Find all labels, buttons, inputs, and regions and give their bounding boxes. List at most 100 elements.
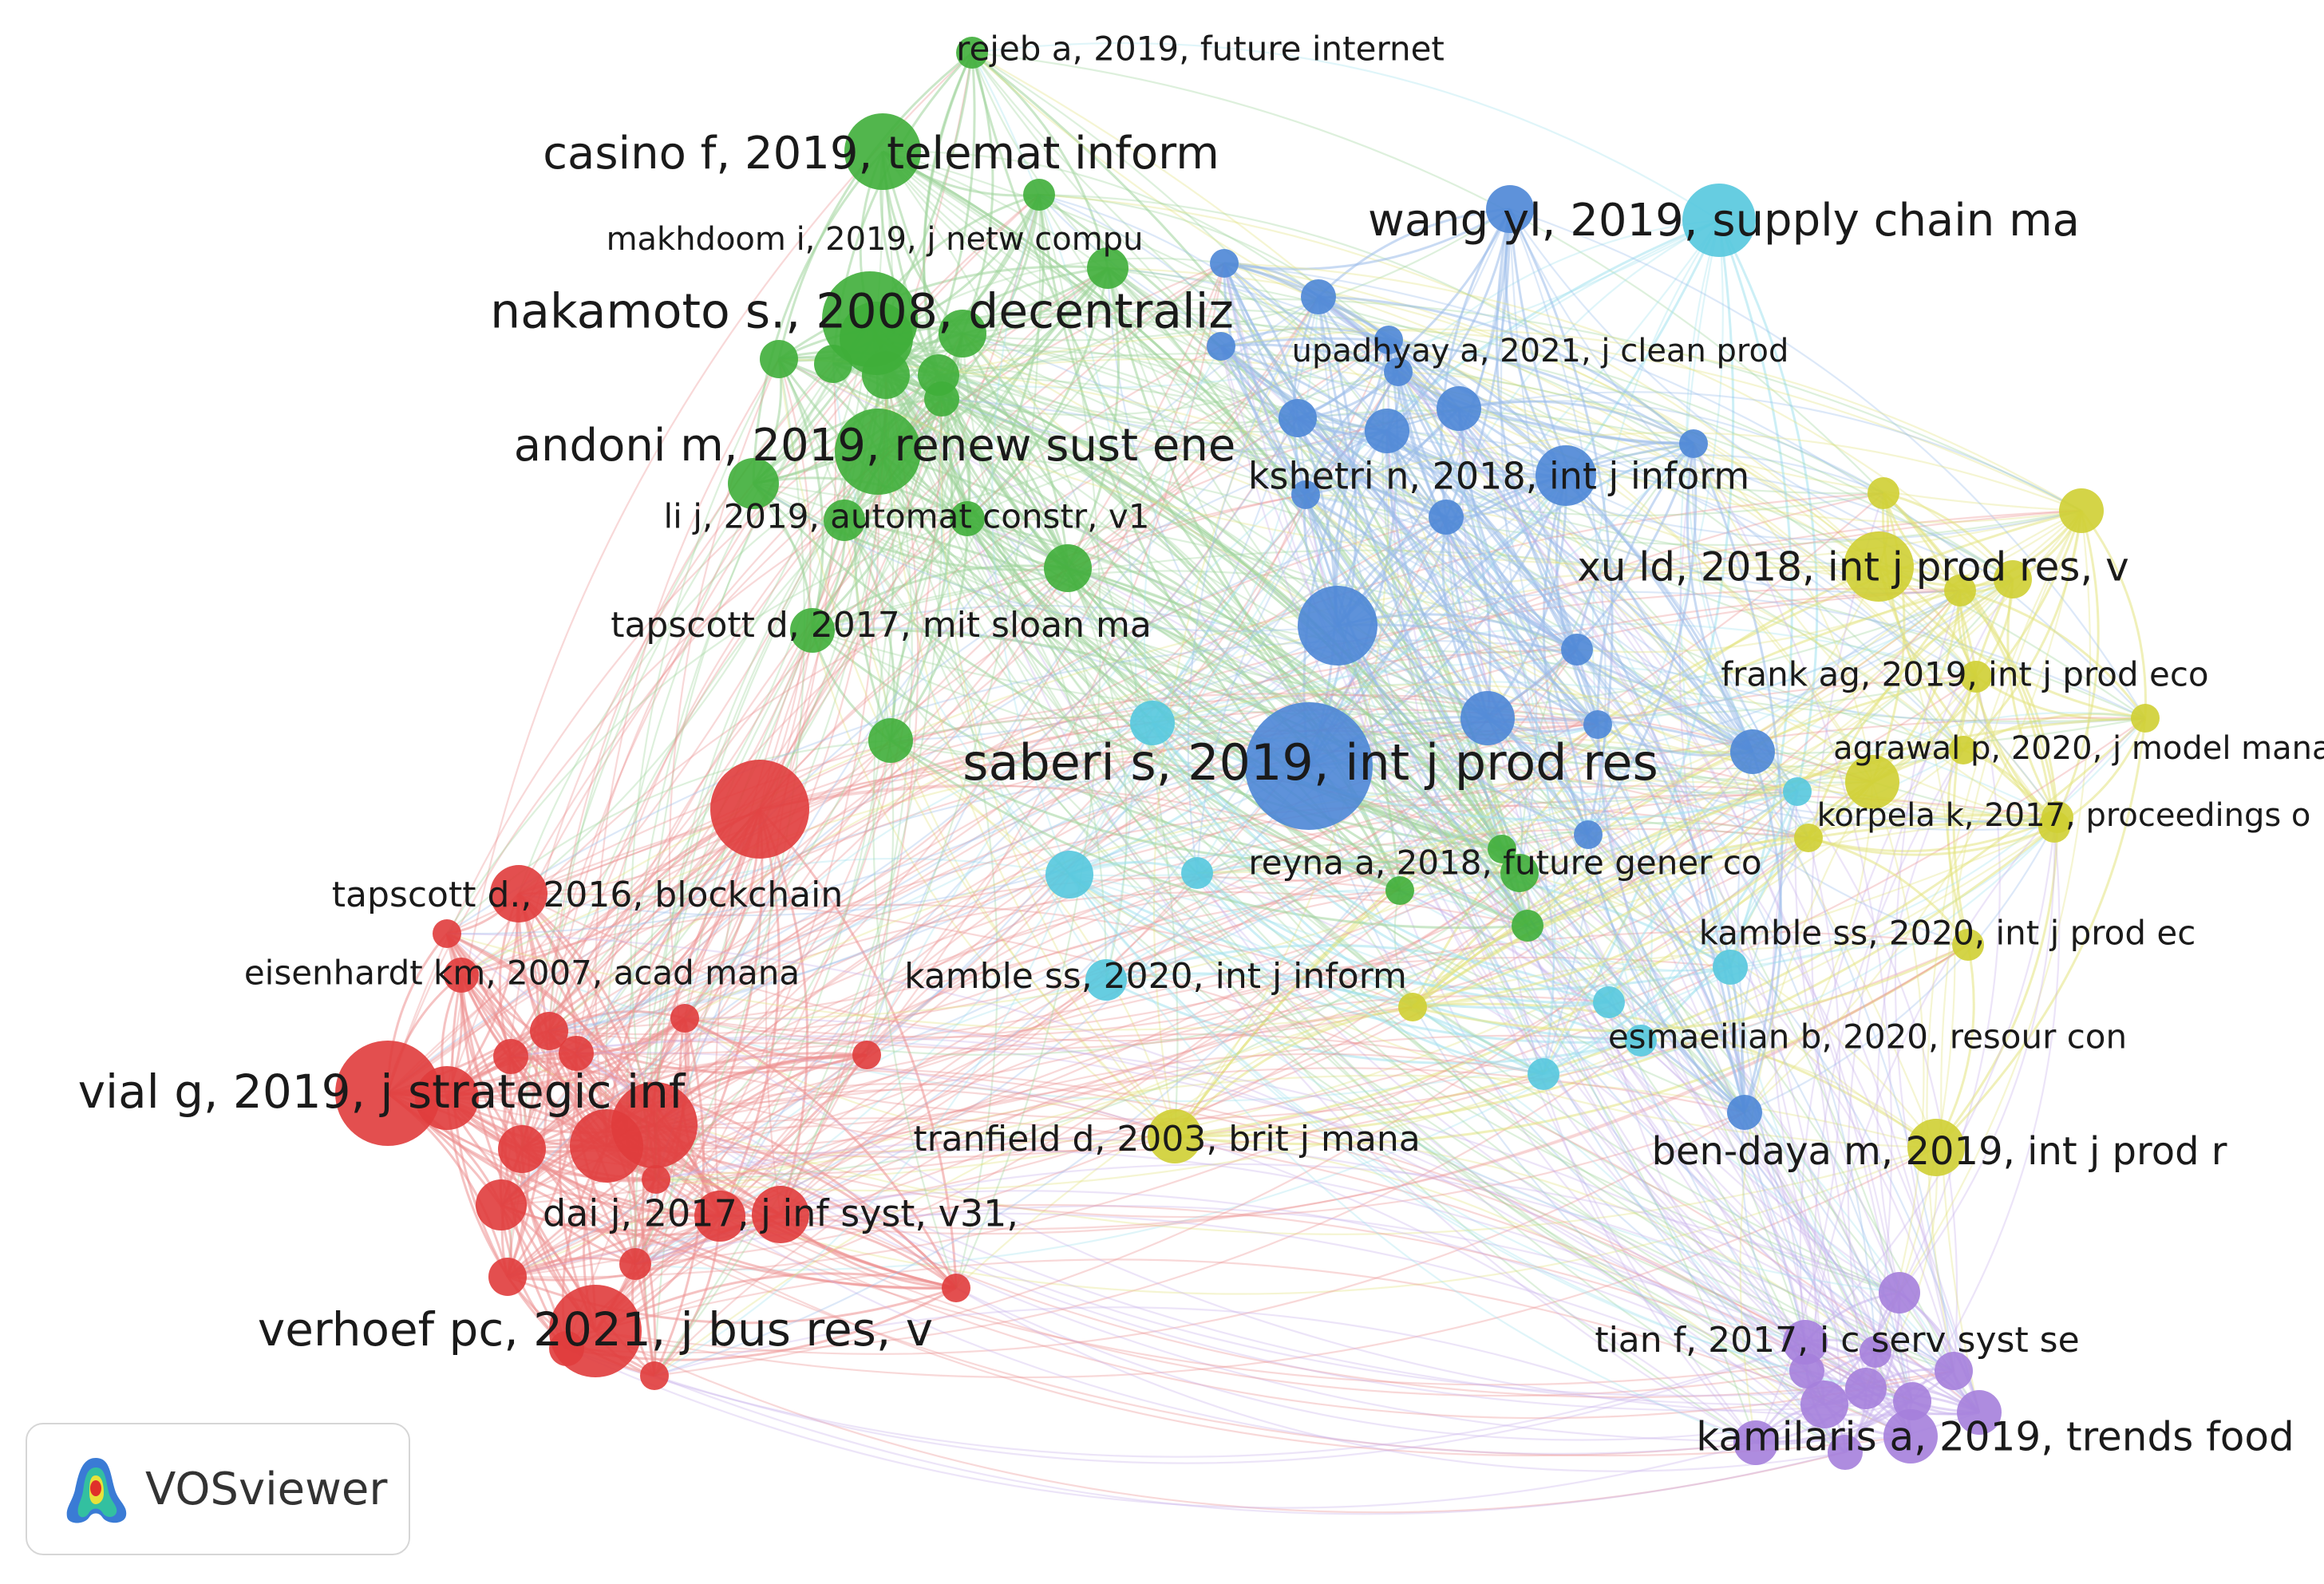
citation-link	[778, 358, 1808, 1372]
node-dai[interactable]	[752, 1186, 809, 1243]
network-node[interactable]	[1574, 820, 1603, 849]
node-verhoef[interactable]	[549, 1285, 642, 1377]
network-node[interactable]	[2038, 811, 2070, 843]
network-node[interactable]	[2059, 488, 2104, 533]
network-node[interactable]	[1512, 910, 1543, 942]
network-node[interactable]	[728, 458, 779, 509]
network-node[interactable]	[670, 1004, 699, 1033]
node-andoni[interactable]	[835, 409, 921, 495]
network-node[interactable]	[488, 1258, 527, 1296]
node-tapscott2017[interactable]	[790, 608, 835, 653]
network-node[interactable]	[493, 1039, 528, 1074]
network-node[interactable]	[1045, 851, 1093, 899]
node-nakamoto[interactable]	[822, 271, 918, 367]
node-tian[interactable]	[1783, 1320, 1828, 1365]
node-wangyl[interactable]	[1682, 184, 1756, 257]
network-node[interactable]	[1488, 835, 1516, 863]
network-node[interactable]	[1384, 357, 1413, 386]
node-kshetri[interactable]	[1536, 445, 1596, 506]
node-kamble_ec[interactable]	[1713, 950, 1748, 985]
node-tranfield[interactable]	[1148, 1109, 1202, 1163]
network-node[interactable]	[476, 1179, 527, 1230]
network-node[interactable]	[1733, 1420, 1778, 1465]
network-node[interactable]	[918, 354, 959, 396]
node-kamilaris[interactable]	[1883, 1409, 1938, 1464]
network-node[interactable]	[1301, 279, 1336, 314]
node-tapscott2016[interactable]	[490, 865, 547, 922]
network-node[interactable]	[852, 1041, 881, 1069]
network-node[interactable]	[1023, 179, 1055, 211]
network-node[interactable]	[1583, 710, 1612, 739]
network-node[interactable]	[1500, 854, 1539, 892]
network-node[interactable]	[1828, 1435, 1863, 1470]
network-node[interactable]	[868, 718, 913, 763]
network-node[interactable]	[642, 1165, 670, 1194]
network-node[interactable]	[1730, 729, 1775, 774]
network-node[interactable]	[1298, 586, 1377, 666]
node-upadhyay[interactable]	[1374, 326, 1403, 354]
node-eisenhardt[interactable]	[444, 958, 479, 993]
citation-link	[1174, 1134, 1876, 1353]
network-node[interactable]	[1460, 691, 1515, 745]
node-kamble_inf[interactable]	[1085, 959, 1127, 1001]
network-node[interactable]	[1868, 477, 1899, 509]
network-node[interactable]	[1279, 399, 1317, 437]
network-node[interactable]	[611, 1082, 698, 1168]
network-node[interactable]	[1800, 1381, 1848, 1428]
node-xuld[interactable]	[1844, 531, 1914, 602]
citation-link	[882, 151, 1179, 1137]
network-node[interactable]	[498, 1125, 546, 1173]
network-node[interactable]	[1783, 777, 1812, 806]
node-lij[interactable]	[824, 500, 865, 541]
network-node[interactable]	[1860, 1336, 1891, 1368]
network-node[interactable]	[1365, 409, 1409, 453]
network-node[interactable]	[1794, 824, 1823, 852]
network-node[interactable]	[2131, 704, 2160, 733]
citation-link	[1500, 208, 1808, 1372]
network-node[interactable]	[1207, 332, 1235, 361]
node-saberi[interactable]	[1245, 702, 1373, 830]
node-frank[interactable]	[1960, 661, 1992, 693]
network-node[interactable]	[1845, 755, 1899, 809]
network-node[interactable]	[1994, 560, 2032, 598]
node-esmaeilian[interactable]	[1625, 1025, 1657, 1057]
network-node[interactable]	[1528, 1058, 1559, 1090]
node-bendaya[interactable]	[1907, 1119, 1965, 1176]
network-node[interactable]	[1398, 993, 1427, 1021]
network-node[interactable]	[939, 310, 986, 357]
node-agrawal[interactable]	[1949, 736, 1978, 764]
network-node[interactable]	[1044, 544, 1092, 592]
network-node[interactable]	[1561, 634, 1593, 666]
network-node[interactable]	[1130, 701, 1175, 745]
network-node[interactable]	[1181, 857, 1213, 889]
network-node[interactable]	[1437, 386, 1481, 431]
network-node[interactable]	[710, 760, 809, 859]
network-node[interactable]	[1845, 1368, 1887, 1409]
network-node[interactable]	[1727, 1095, 1762, 1130]
network-node[interactable]	[1935, 1352, 1973, 1390]
network-node[interactable]	[1486, 185, 1534, 233]
network-node[interactable]	[1944, 575, 1976, 606]
network-node[interactable]	[619, 1248, 651, 1280]
network-node[interactable]	[760, 340, 798, 378]
network-node[interactable]	[942, 1274, 970, 1302]
network-node[interactable]	[1291, 480, 1320, 509]
network-node[interactable]	[530, 1012, 568, 1050]
network-node[interactable]	[640, 1361, 669, 1390]
network-node[interactable]	[1429, 500, 1464, 535]
node-makhdoom[interactable]	[1087, 247, 1128, 289]
network-node[interactable]	[1593, 986, 1625, 1018]
node-rejeb[interactable]	[956, 37, 988, 69]
network-node[interactable]	[1957, 1390, 2002, 1435]
network-node[interactable]	[433, 919, 461, 948]
network-node[interactable]	[1679, 429, 1708, 458]
network-node[interactable]	[1952, 929, 1984, 961]
network-node[interactable]	[950, 501, 985, 536]
network-node[interactable]	[559, 1036, 594, 1071]
node-vial[interactable]	[335, 1041, 441, 1146]
node-reyna[interactable]	[1385, 876, 1414, 905]
node-casino[interactable]	[844, 113, 921, 190]
network-node[interactable]	[1210, 249, 1239, 278]
network-node[interactable]	[1879, 1272, 1920, 1313]
network-node[interactable]	[694, 1191, 745, 1242]
